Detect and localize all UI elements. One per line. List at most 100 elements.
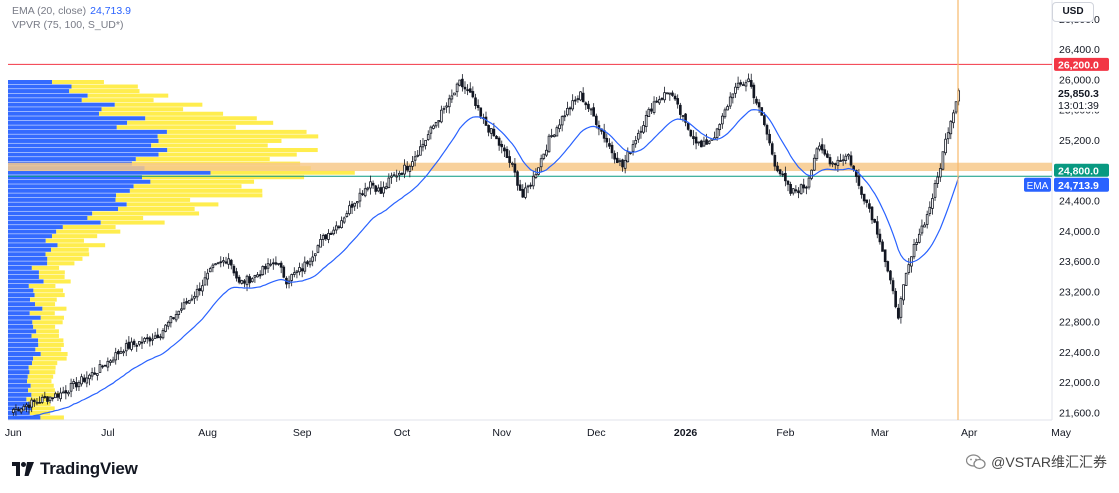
candle bbox=[82, 374, 86, 384]
candle-up-body bbox=[277, 262, 280, 265]
candle bbox=[865, 199, 869, 208]
candle bbox=[524, 182, 527, 200]
candle bbox=[411, 155, 414, 171]
candle-down-body bbox=[516, 171, 519, 186]
candle bbox=[560, 115, 564, 132]
candle-up-body bbox=[432, 125, 435, 129]
candle bbox=[463, 81, 467, 95]
candle-down-body bbox=[224, 261, 228, 264]
volume-profile-down-bar bbox=[27, 379, 52, 384]
candle bbox=[870, 205, 874, 224]
candle-up-body bbox=[250, 278, 254, 283]
candle-up-body bbox=[936, 176, 939, 184]
candle bbox=[602, 123, 606, 143]
candle bbox=[421, 137, 425, 152]
candle bbox=[38, 396, 41, 404]
candle bbox=[917, 228, 921, 244]
candle-down-body bbox=[878, 233, 882, 243]
candle bbox=[899, 296, 903, 324]
candle-up-body bbox=[576, 98, 580, 101]
candle-up-body bbox=[944, 138, 947, 154]
volume-profile-down-bar bbox=[32, 361, 58, 366]
ema-legend-row[interactable]: EMA (20, close) 24,713.9 bbox=[12, 4, 131, 18]
volume-profile-down-bar bbox=[151, 143, 268, 148]
candle bbox=[518, 179, 522, 192]
candle bbox=[954, 101, 958, 115]
candle-up-body bbox=[195, 288, 199, 298]
candle bbox=[728, 92, 732, 110]
volume-profile-up-bar bbox=[8, 80, 53, 85]
candle bbox=[27, 401, 31, 414]
candle-up-body bbox=[67, 391, 70, 395]
candle-down-body bbox=[495, 135, 498, 140]
candle-down-body bbox=[471, 91, 475, 98]
candle bbox=[697, 141, 701, 146]
candle-up-body bbox=[736, 82, 740, 89]
candle bbox=[476, 99, 480, 111]
volume-profile-up-bar bbox=[8, 202, 127, 207]
candle-up-body bbox=[408, 165, 412, 172]
candle-up-body bbox=[623, 159, 627, 169]
volume-profile-up-bar bbox=[8, 329, 37, 334]
candle bbox=[327, 229, 330, 244]
candle bbox=[860, 185, 863, 199]
candle-down-body bbox=[862, 193, 866, 202]
volume-profile-up-bar bbox=[8, 374, 28, 379]
volume-profile-up-bar bbox=[8, 383, 31, 388]
candle bbox=[828, 153, 832, 167]
candle bbox=[93, 367, 97, 375]
candle bbox=[608, 138, 611, 150]
candle-up-body bbox=[174, 314, 178, 321]
candle-down-body bbox=[881, 241, 884, 252]
candle bbox=[316, 244, 320, 254]
candle-down-body bbox=[103, 364, 107, 367]
candle-up-body bbox=[718, 124, 722, 131]
candle-down-body bbox=[135, 344, 139, 347]
volume-profile-up-bar bbox=[8, 111, 99, 116]
volume-profile-down-bar bbox=[45, 238, 84, 243]
candle-up-body bbox=[526, 185, 530, 188]
candle bbox=[308, 257, 312, 268]
candle-down-body bbox=[891, 280, 895, 292]
candle-down-body bbox=[500, 143, 504, 148]
candle bbox=[216, 261, 220, 265]
candle-up-body bbox=[342, 217, 346, 223]
candle-down-body bbox=[608, 143, 611, 147]
volume-profile-up-bar bbox=[8, 361, 33, 366]
candle bbox=[566, 101, 569, 117]
candle bbox=[878, 228, 882, 245]
candle bbox=[802, 178, 806, 193]
volume-profile-up-bar bbox=[8, 338, 39, 343]
candle-up-body bbox=[917, 233, 921, 243]
candle-up-body bbox=[345, 213, 349, 217]
candle-down-body bbox=[886, 261, 890, 272]
volume-profile-up-bar bbox=[8, 392, 32, 397]
ema-tag-name-bg bbox=[1024, 177, 1051, 192]
candle bbox=[72, 378, 76, 390]
candle bbox=[369, 175, 372, 195]
candle-up-body bbox=[392, 174, 396, 177]
candle bbox=[644, 110, 648, 133]
candle bbox=[256, 271, 259, 278]
candle-down-body bbox=[868, 203, 871, 209]
candle-down-body bbox=[463, 86, 467, 90]
candle bbox=[269, 259, 272, 267]
volume-profile-up-bar bbox=[8, 148, 168, 153]
candle bbox=[172, 317, 175, 320]
candle bbox=[384, 182, 388, 190]
candle bbox=[159, 333, 162, 341]
candle bbox=[484, 111, 488, 126]
candle-up-body bbox=[77, 382, 81, 388]
candle-up-body bbox=[663, 92, 666, 101]
vpvr-legend-row[interactable]: VPVR (75, 100, S_UD*) bbox=[12, 18, 131, 32]
candle bbox=[348, 200, 351, 216]
candle-up-body bbox=[579, 91, 582, 101]
ema-tag-value: 24,713.9 bbox=[1058, 180, 1099, 192]
currency-button[interactable]: USD bbox=[1052, 2, 1094, 22]
candle bbox=[185, 297, 188, 305]
candle bbox=[85, 371, 89, 388]
candle bbox=[686, 122, 690, 131]
candle bbox=[429, 125, 433, 140]
volume-profile-down-bar bbox=[117, 206, 195, 211]
